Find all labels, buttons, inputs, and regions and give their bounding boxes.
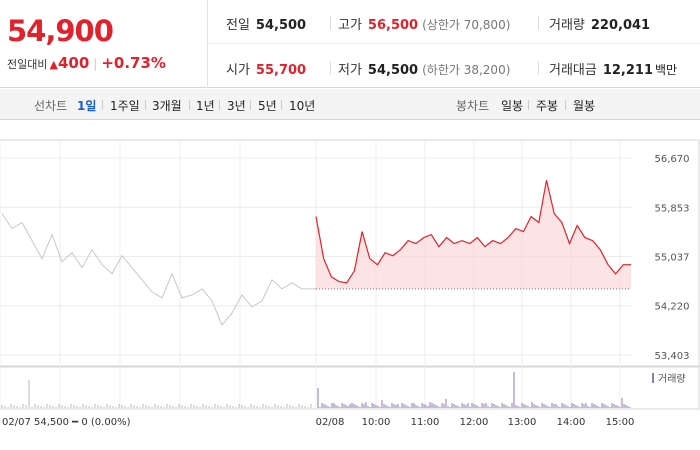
y-tick-label: 55,037 xyxy=(655,252,690,263)
stat-value: 12,211 xyxy=(602,63,654,78)
divider xyxy=(219,100,220,110)
stat-prev-close: 전일 54,500 xyxy=(226,14,306,33)
stat-open: 시가 55,700 xyxy=(226,59,306,78)
divider xyxy=(281,100,282,110)
x-tick-label: 14:00 xyxy=(557,417,586,428)
divider xyxy=(538,16,539,30)
stat-high: 고가 56,500 (상한가 70,800) xyxy=(338,14,510,33)
stat-value: 220,041 xyxy=(590,18,651,33)
tab-1y[interactable]: 1년 xyxy=(196,99,215,113)
stat-value: 54,500 xyxy=(255,18,307,33)
stat-unit: 백만 xyxy=(655,63,678,77)
line-chart-label: 선차트 xyxy=(34,99,68,113)
tab-1w[interactable]: 1주일 xyxy=(110,99,140,113)
volume-legend-swatch xyxy=(652,373,654,383)
divider xyxy=(528,100,529,110)
stat-trade-value: 거래대금 12,211 백만 xyxy=(549,59,677,78)
tab-daily[interactable]: 일봉 xyxy=(501,99,524,113)
prev-day-line xyxy=(1,213,312,326)
upper-limit: (상한가 70,800) xyxy=(422,18,511,32)
x-tick-label: 02/08 xyxy=(316,417,345,428)
price-summary: 54,900 전일대비 ▲400 | +0.73% xyxy=(0,0,208,88)
lower-limit: (하한가 38,200) xyxy=(422,63,511,77)
divider xyxy=(565,100,566,110)
candle-chart-label: 봉차트 xyxy=(456,99,490,113)
quote-header: 54,900 전일대비 ▲400 | +0.73% 전일 54,500 고가 56,500… xyxy=(0,0,700,88)
tab-5y[interactable]: 5년 xyxy=(258,99,277,113)
divider xyxy=(145,100,146,110)
divider: | xyxy=(93,57,98,71)
x-tick-label: 15:00 xyxy=(606,417,635,428)
divider xyxy=(330,61,331,75)
tab-3y[interactable]: 3년 xyxy=(227,99,246,113)
stat-label: 거래량 xyxy=(549,18,585,33)
y-tick-label: 54,220 xyxy=(655,302,690,313)
today-line xyxy=(315,180,631,284)
stat-label: 고가 xyxy=(338,18,362,33)
x-tick-label: 11:00 xyxy=(411,417,440,428)
stat-value: 55,700 xyxy=(255,63,307,78)
prev-day-area xyxy=(1,213,316,326)
stat-value: 54,500 xyxy=(367,63,419,78)
tab-1d[interactable]: 1일 xyxy=(77,99,97,113)
divider xyxy=(189,100,190,110)
stat-value: 56,500 xyxy=(367,18,419,33)
volume-legend-label: 거래량 xyxy=(658,373,686,385)
tab-monthly[interactable]: 월봉 xyxy=(573,99,596,113)
divider xyxy=(102,100,103,110)
stat-volume: 거래량 220,041 xyxy=(549,14,650,33)
stat-label: 저가 xyxy=(338,63,362,78)
volume-bars xyxy=(1,372,654,408)
divider xyxy=(330,16,331,30)
stat-label: 전일 xyxy=(226,18,250,33)
period-tabs: 선차트 1일 1주일 3개월 1년 3년 5년 10년 봉차트 일봉 주봉 월봉 xyxy=(0,89,700,120)
change-label: 전일대비 xyxy=(7,58,48,71)
current-price: 54,900 xyxy=(7,14,114,48)
x-tick-label: 13:00 xyxy=(508,417,537,428)
tab-10y[interactable]: 10년 xyxy=(289,99,316,113)
tab-3m[interactable]: 3개월 xyxy=(152,99,182,113)
change-percent: +0.73% xyxy=(101,54,166,72)
stat-label: 시가 xyxy=(226,63,250,78)
price-chart[interactable]: 56,670 55,853 55,037 54,220 53,403 거래량 02/08 10… xyxy=(0,120,700,450)
stats-grid: 전일 54,500 고가 56,500 (상한가 70,800) 거래량 220,041… xyxy=(208,0,700,88)
volume-frame xyxy=(0,366,700,410)
stat-low: 저가 54,500 (하한가 38,200) xyxy=(338,59,510,78)
y-tick-label: 56,670 xyxy=(655,154,690,165)
divider xyxy=(250,100,251,110)
up-triangle-icon: ▲ xyxy=(49,58,58,71)
axis-labels: 56,670 55,853 55,037 54,220 53,403 거래량 02/08 10… xyxy=(2,154,690,428)
price-change: 전일대비 ▲400 | +0.73% xyxy=(7,54,166,72)
today-area xyxy=(315,180,631,290)
y-tick-label: 53,403 xyxy=(655,351,690,362)
prev-day-date: 02/07 xyxy=(2,417,31,428)
x-tick-label: 10:00 xyxy=(362,417,391,428)
tab-weekly[interactable]: 주봉 xyxy=(536,99,559,113)
divider xyxy=(208,43,700,44)
y-tick-label: 55,853 xyxy=(655,203,690,214)
change-amount: 400 xyxy=(57,54,90,72)
x-tick-label: 12:00 xyxy=(460,417,489,428)
divider xyxy=(538,61,539,75)
stat-label: 거래대금 xyxy=(549,63,597,78)
prev-day-summary: 54,500 ━ 0 (0.00%) xyxy=(34,417,131,428)
